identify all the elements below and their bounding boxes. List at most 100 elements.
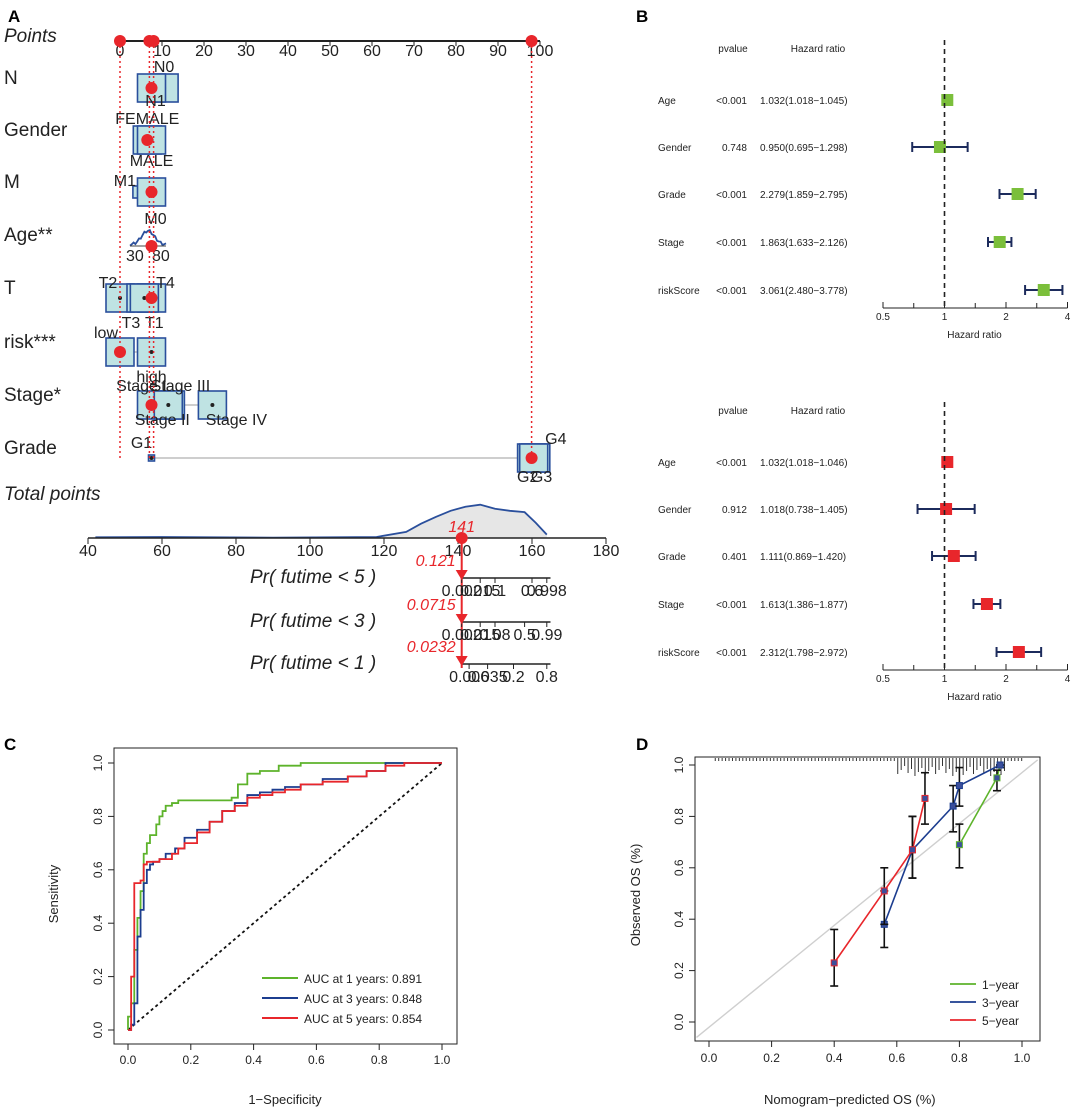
probability-tick-label: 0.8 [536,669,558,686]
cal-series-line [883,764,1001,925]
cal-point [949,802,957,810]
roc-x-axis-label: 1−Specificity [248,1092,322,1107]
level-label: FEMALE [115,111,179,128]
forest-row-hr-text: 2.312(1.798−2.972) [760,648,848,659]
probability-tick-label: 0.1 [484,583,506,600]
cal-y-tick-label: 0.8 [672,808,686,825]
panel-label-a: A [8,7,20,26]
points-tick-label: 20 [195,43,213,60]
points-tick-label: 70 [405,43,423,60]
cal-x-axis-label: Nomogram−predicted OS (%) [764,1092,936,1107]
forest-point [1037,284,1050,296]
level-label: N1 [145,93,166,110]
cal-series-line [833,798,926,964]
forest-column-hr: Hazard ratio [791,44,846,55]
panel-label-b: B [636,7,648,26]
selected-point [145,292,158,304]
cal-x-tick-label: 0.0 [701,1051,718,1065]
cal-y-tick-label: 0.6 [672,859,686,876]
forest-row-hr-text: 2.279(1.859−2.795) [760,190,848,201]
roc-y-axis-label: Sensitivity [46,864,61,923]
total-tick-label: 60 [153,543,171,560]
forest-row-hr-text: 3.061(2.480−3.778) [760,286,848,297]
probability-value-label: 0.0715 [407,597,456,614]
roc-series-line [128,762,442,1031]
forest-row-pvalue: <0.001 [716,648,747,659]
forest-row-pvalue: 0.748 [722,143,747,154]
probability-tick-label: 0.6 [521,583,543,600]
roc-legend-label: AUC at 1 years: 0.891 [304,972,422,986]
cal-x-tick-label: 0.8 [951,1051,968,1065]
level-label: Stage II [135,412,190,429]
probability-tick-label: 0.015 [460,583,500,600]
roc-diagonal [127,762,443,1031]
level-box [136,177,167,207]
forest-row-hr-text: 1.111(0.869−1.420) [760,552,846,563]
roc-x-tick-label: 0.6 [308,1053,325,1067]
points-axis-marker [147,35,160,47]
forest-x-tick-label: 0.5 [876,312,890,323]
roc-x-tick-label: 0.2 [182,1053,199,1067]
forest-point [947,550,960,562]
total-selected-label: 141 [448,519,475,536]
selected-point [145,399,158,411]
roc-x-tick-label: 0.0 [120,1053,137,1067]
points-tick-label: 30 [237,43,255,60]
forest-row-hr-text: 0.950(0.695−1.298) [760,143,848,154]
panel-d-calibration-curve: 0.0 0.0 0.2 0.2 0.4 0.4 0.6 0.6 0.8 0.8 1.0 1.0 Nomo… [628,756,1041,1107]
variable-label-m: M [4,172,20,193]
cal-legend-label: 5−year [982,1014,1019,1028]
cal-point [993,774,1001,782]
probability-tick-label: 0.002 [442,627,482,644]
forest-row-pvalue: <0.001 [716,286,747,297]
probability-tick-label: 0.015 [460,627,500,644]
cal-y-tick-label: 0.2 [672,962,686,979]
forest-row-pvalue: <0.001 [716,600,747,611]
total-tick-label: 120 [371,543,398,560]
points-tick-label: 10 [153,43,171,60]
forest-point [940,503,953,515]
selected-point [141,134,154,146]
forest-row-name: riskScore [658,286,700,297]
level-label: T3 [122,315,141,332]
cal-legend-label: 3−year [982,996,1019,1010]
level-point [166,403,171,407]
level-label: high [136,369,166,386]
forest-point [941,456,954,468]
roc-y-tick-label: 0.2 [91,968,105,985]
forest-column-hr: Hazard ratio [791,406,846,417]
probability-axis-label: Pr( futime < 5 ) [250,567,376,588]
probability-arrow [455,570,468,580]
variable-label-stage: Stage* [4,385,62,406]
forest-row-name: Grade [658,190,686,201]
roc-legend-label: AUC at 5 years: 0.854 [304,1012,422,1026]
level-label: Stage III [151,378,211,395]
variable-label-grade: Grade [4,438,57,459]
panel-b-forest-plots: pvalue Hazard ratio Age <0.001 1.032(1.018−1… [658,40,1071,703]
forest-point [993,236,1006,248]
age-tick-label: 80 [152,248,170,265]
points-tick-label: 80 [447,43,465,60]
probability-tick-label: 0.998 [527,583,567,600]
forest-row-name: Age [658,96,676,107]
points-tick-label: 60 [363,43,381,60]
variable-label-n: N [4,68,18,89]
forest-x-tick-label: 2 [1003,312,1009,323]
cal-point [908,846,916,854]
probability-tick-label: 0.002 [442,583,482,600]
cal-point [996,761,1004,769]
level-label: G1 [131,435,152,452]
probability-value-label: 0.0232 [407,639,456,656]
forest-row-hr-text: 1.032(1.018−1.046) [760,458,848,469]
cal-point [955,782,963,790]
points-axis-marker [114,35,126,47]
level-label: G2 [517,469,538,486]
cal-x-tick-label: 1.0 [1014,1051,1031,1065]
roc-x-tick-label: 0.4 [245,1053,262,1067]
level-label: M0 [144,211,166,228]
probability-axis-label: Pr( futime < 3 ) [250,611,376,632]
level-label: G4 [545,431,566,448]
level-label: T2 [99,275,118,292]
level-label: M1 [114,173,136,190]
